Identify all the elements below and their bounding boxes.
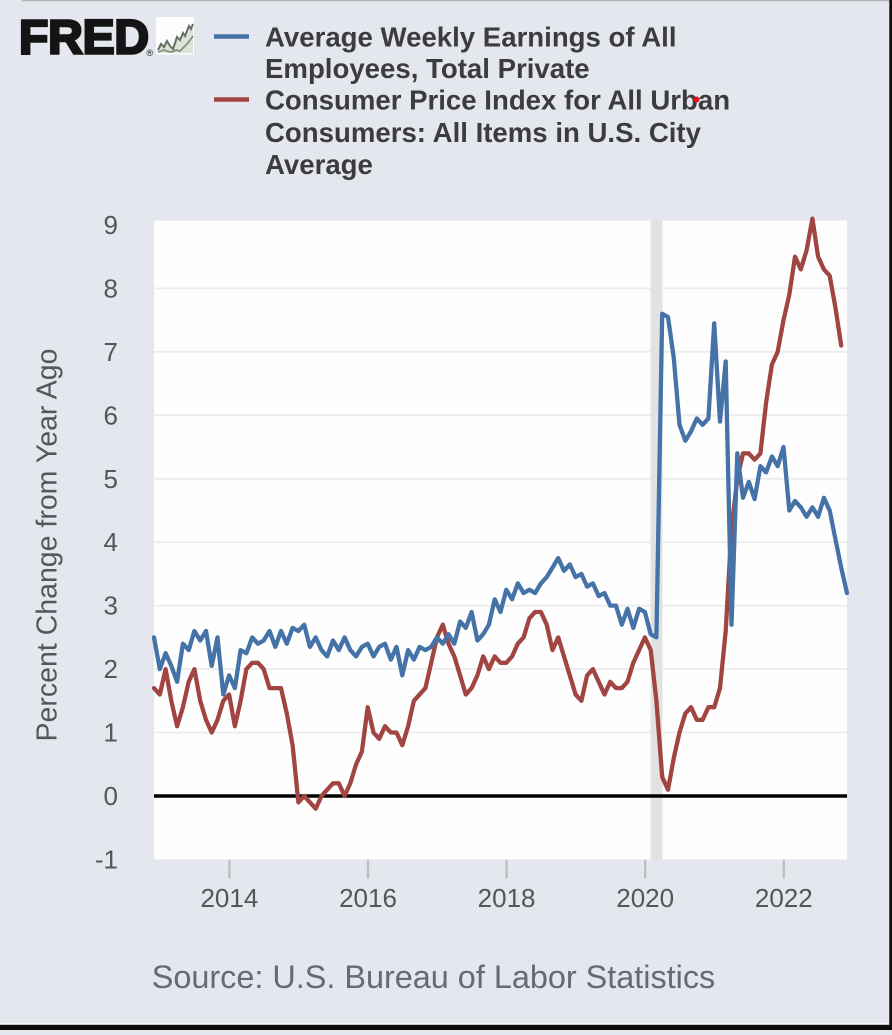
svg-text:5: 5: [104, 464, 118, 494]
svg-text:2014: 2014: [200, 883, 258, 913]
svg-text:4: 4: [104, 527, 118, 557]
svg-text:0: 0: [104, 781, 118, 811]
svg-text:3: 3: [104, 591, 118, 621]
svg-text:9: 9: [104, 210, 118, 240]
svg-text:2020: 2020: [616, 883, 674, 913]
svg-text:Source: U.S. Bureau of Labor S: Source: U.S. Bureau of Labor Statistics: [152, 959, 716, 995]
svg-text:8: 8: [104, 273, 118, 303]
svg-text:Consumer Price Index for All U: Consumer Price Index for All Urban: [265, 85, 730, 116]
svg-text:2: 2: [104, 654, 118, 684]
svg-text:®: ®: [147, 48, 154, 58]
svg-text:-1: -1: [95, 845, 118, 875]
svg-text:FRED: FRED: [19, 12, 149, 65]
svg-text:6: 6: [104, 400, 118, 430]
svg-text:Percent Change from Year Ago: Percent Change from Year Ago: [32, 349, 64, 742]
svg-text:1: 1: [104, 718, 118, 748]
svg-text:2022: 2022: [755, 883, 813, 913]
svg-text:Employees, Total Private: Employees, Total Private: [265, 53, 590, 84]
svg-text:Average: Average: [265, 149, 373, 180]
svg-text:7: 7: [104, 337, 118, 367]
svg-text:2018: 2018: [478, 883, 536, 913]
svg-text:Consumers: All Items in U.S. C: Consumers: All Items in U.S. City: [265, 117, 702, 148]
svg-text:2016: 2016: [339, 883, 397, 913]
svg-text:Average Weekly Earnings of All: Average Weekly Earnings of All: [265, 22, 677, 53]
